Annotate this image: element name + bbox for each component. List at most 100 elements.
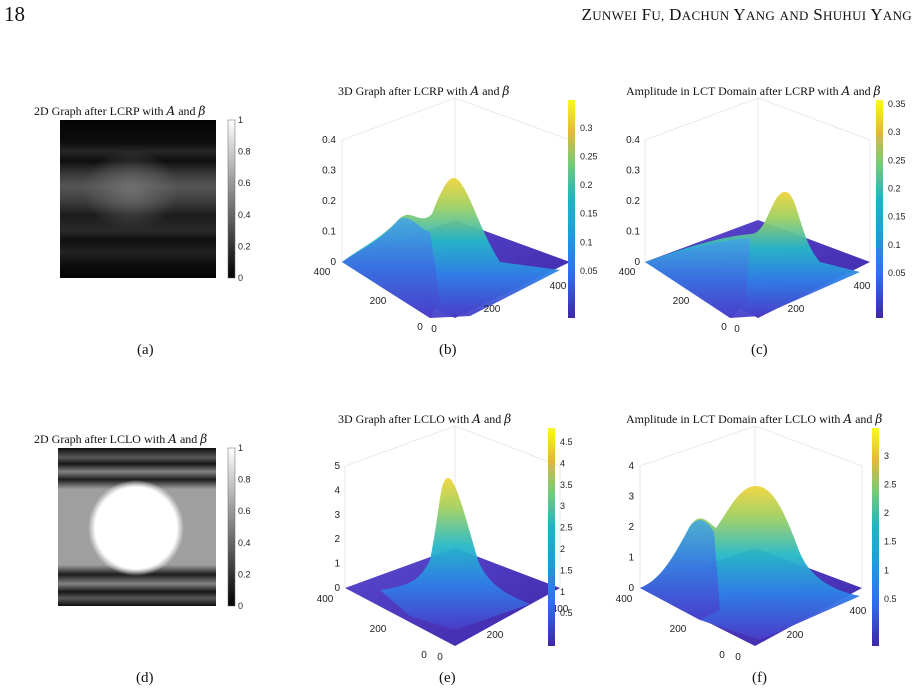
panel-c-surface (645, 191, 860, 318)
running-head-cap: Y (733, 5, 746, 24)
panel-e-colorbar: 4.5 4 3.5 3 2.5 2 1.5 1 0.5 (548, 428, 573, 646)
title-text: 2D Graph after LCLO with (34, 432, 169, 446)
z-tick-label: 3 (628, 492, 634, 503)
panel-f-caption: (f) (752, 670, 767, 686)
z-tick-label: 0 (634, 257, 640, 268)
panel-c-colorbar: 0.35 0.3 0.25 0.2 0.15 0.1 0.05 (876, 99, 906, 318)
panel-a-title: 2D Graph after LCRP with A and β (34, 104, 205, 119)
colorbar-tick-label: 1 (238, 115, 243, 125)
panel-c-left-axis: 400 200 0 (619, 267, 728, 333)
panel-e-surface (380, 478, 530, 630)
panel-f-title: Amplitude in LCT Domain after LCLO with … (626, 412, 882, 427)
running-head-cap: Y (870, 5, 883, 24)
title-text: and (479, 84, 503, 98)
title-symbol-beta: β (200, 432, 208, 446)
colorbar-tick-label: 2 (560, 544, 565, 554)
running-head-cap: S (813, 5, 824, 24)
colorbar-tick-label: 0.3 (580, 123, 593, 133)
title-text: Amplitude in LCT Domain after LCLO with (626, 412, 844, 426)
title-symbol-a: A (843, 412, 853, 426)
z-tick-label: 2 (334, 534, 340, 545)
axis-tick-label: 200 (487, 630, 504, 641)
title-text: 2D Graph after LCRP with (34, 104, 167, 118)
panel-e-title: 3D Graph after LCLO with A and β (338, 412, 511, 427)
panel-a-image (60, 120, 216, 278)
axis-tick-label: 400 (616, 594, 633, 605)
colorbar-tick-label: 0.2 (888, 184, 901, 194)
panel-b-colorbar: 0.3 0.25 0.2 0.15 0.1 0.05 (568, 100, 598, 318)
colorbar-tick-label: 0.8 (238, 147, 251, 157)
colorbar-tick-label: 0.4 (238, 210, 251, 220)
axis-tick-label: 200 (673, 296, 690, 307)
axis-tick-label: 0 (721, 322, 727, 333)
colorbar-tick-label: 0.6 (238, 506, 251, 516)
title-text: and (480, 412, 505, 426)
axis-tick-label: 0 (735, 652, 741, 663)
panel-b-z-axis: 0.4 0.3 0.2 0.1 0 (322, 135, 336, 268)
z-tick-label: 1 (334, 559, 340, 570)
running-head: ZUNWEI FU, DACHUN YANG AND SHUHUI YANG (582, 5, 912, 25)
panel-d-colorbar: 1 0.8 0.6 0.4 0.2 0 (227, 443, 251, 611)
axis-tick-label: 400 (854, 281, 871, 292)
colorbar-tick-label: 0.25 (888, 155, 906, 165)
axis-tick-label: 200 (787, 630, 804, 641)
panel-b-title: 3D Graph after LCRP with A and β (338, 84, 509, 99)
running-head-sc: AND (779, 8, 809, 23)
running-head-sc: UNWEI (592, 8, 638, 23)
colorbar-tick-label: 0.15 (888, 212, 906, 222)
axis-tick-label: 0 (421, 650, 427, 661)
z-tick-label: 1 (628, 553, 634, 564)
running-head-cap: Z (581, 5, 593, 24)
z-tick-label: 0.4 (322, 135, 336, 146)
colorbar-tick-label: 3 (884, 451, 889, 461)
title-symbol-beta: β (875, 412, 883, 426)
z-tick-label: 4 (628, 461, 634, 472)
z-tick-label: 4 (334, 485, 340, 496)
axis-tick-label: 400 (552, 604, 569, 615)
title-symbol-beta: β (198, 104, 206, 118)
title-text: and (852, 412, 876, 426)
colorbar-tick-label: 0.1 (580, 237, 593, 247)
colorbar-tick-label: 1 (560, 587, 565, 597)
panel-b-right-axis: 0 200 400 (431, 281, 567, 335)
axis-tick-label: 400 (619, 267, 636, 278)
colorbar-tick-label: 0.2 (238, 241, 251, 251)
axis-tick-label: 400 (550, 281, 567, 292)
title-symbol-a: A (168, 432, 177, 446)
colorbar-tick-label: 3.5 (560, 480, 573, 490)
z-tick-label: 0.3 (626, 166, 640, 177)
axis-tick-label: 0 (719, 650, 725, 661)
z-tick-label: 0.2 (626, 196, 640, 207)
colorbar-tick-label: 0.6 (238, 178, 251, 188)
title-symbol-beta: β (502, 84, 510, 98)
running-head-sc: ACHUN (681, 8, 730, 23)
running-head-cap: D (669, 5, 682, 24)
panel-a-caption: (a) (137, 342, 154, 358)
title-text: and (175, 104, 199, 118)
panel-b-left-axis: 400 200 0 (314, 267, 424, 333)
colorbar-tick-label: 0.35 (888, 99, 906, 109)
panel-c-z-axis: 0.4 0.3 0.2 0.1 0 (626, 135, 640, 268)
running-head-sc: ANG (745, 8, 776, 23)
z-tick-label: 0.3 (322, 166, 336, 177)
panel-f-surface (640, 486, 860, 640)
colorbar-tick-label: 0.15 (580, 209, 598, 219)
title-symbol-a: A (472, 412, 481, 426)
title-symbol-a: A (470, 84, 480, 98)
title-text: and (176, 432, 201, 446)
colorbar-tick-label: 2.5 (884, 480, 897, 490)
panel-d-title: 2D Graph after LCLO with A and β (34, 432, 207, 447)
z-tick-label: 0 (334, 583, 340, 594)
colorbar-tick-label: 4 (560, 458, 565, 468)
panel-a-colorbar: 1 0.8 0.6 0.4 0.2 0 (227, 115, 251, 283)
colorbar-tick-label: 4.5 (560, 437, 573, 447)
title-text: Amplitude in LCT Domain after LCRP with (626, 84, 842, 98)
panel-c-right-axis: 0 200 400 (734, 281, 871, 335)
panel-d-image (58, 448, 216, 606)
z-tick-label: 0.4 (626, 135, 640, 146)
axis-tick-label: 200 (788, 304, 805, 315)
colorbar-tick-label: 0.2 (580, 180, 593, 190)
title-text: 3D Graph after LCLO with (338, 412, 473, 426)
z-tick-label: 3 (334, 510, 340, 521)
